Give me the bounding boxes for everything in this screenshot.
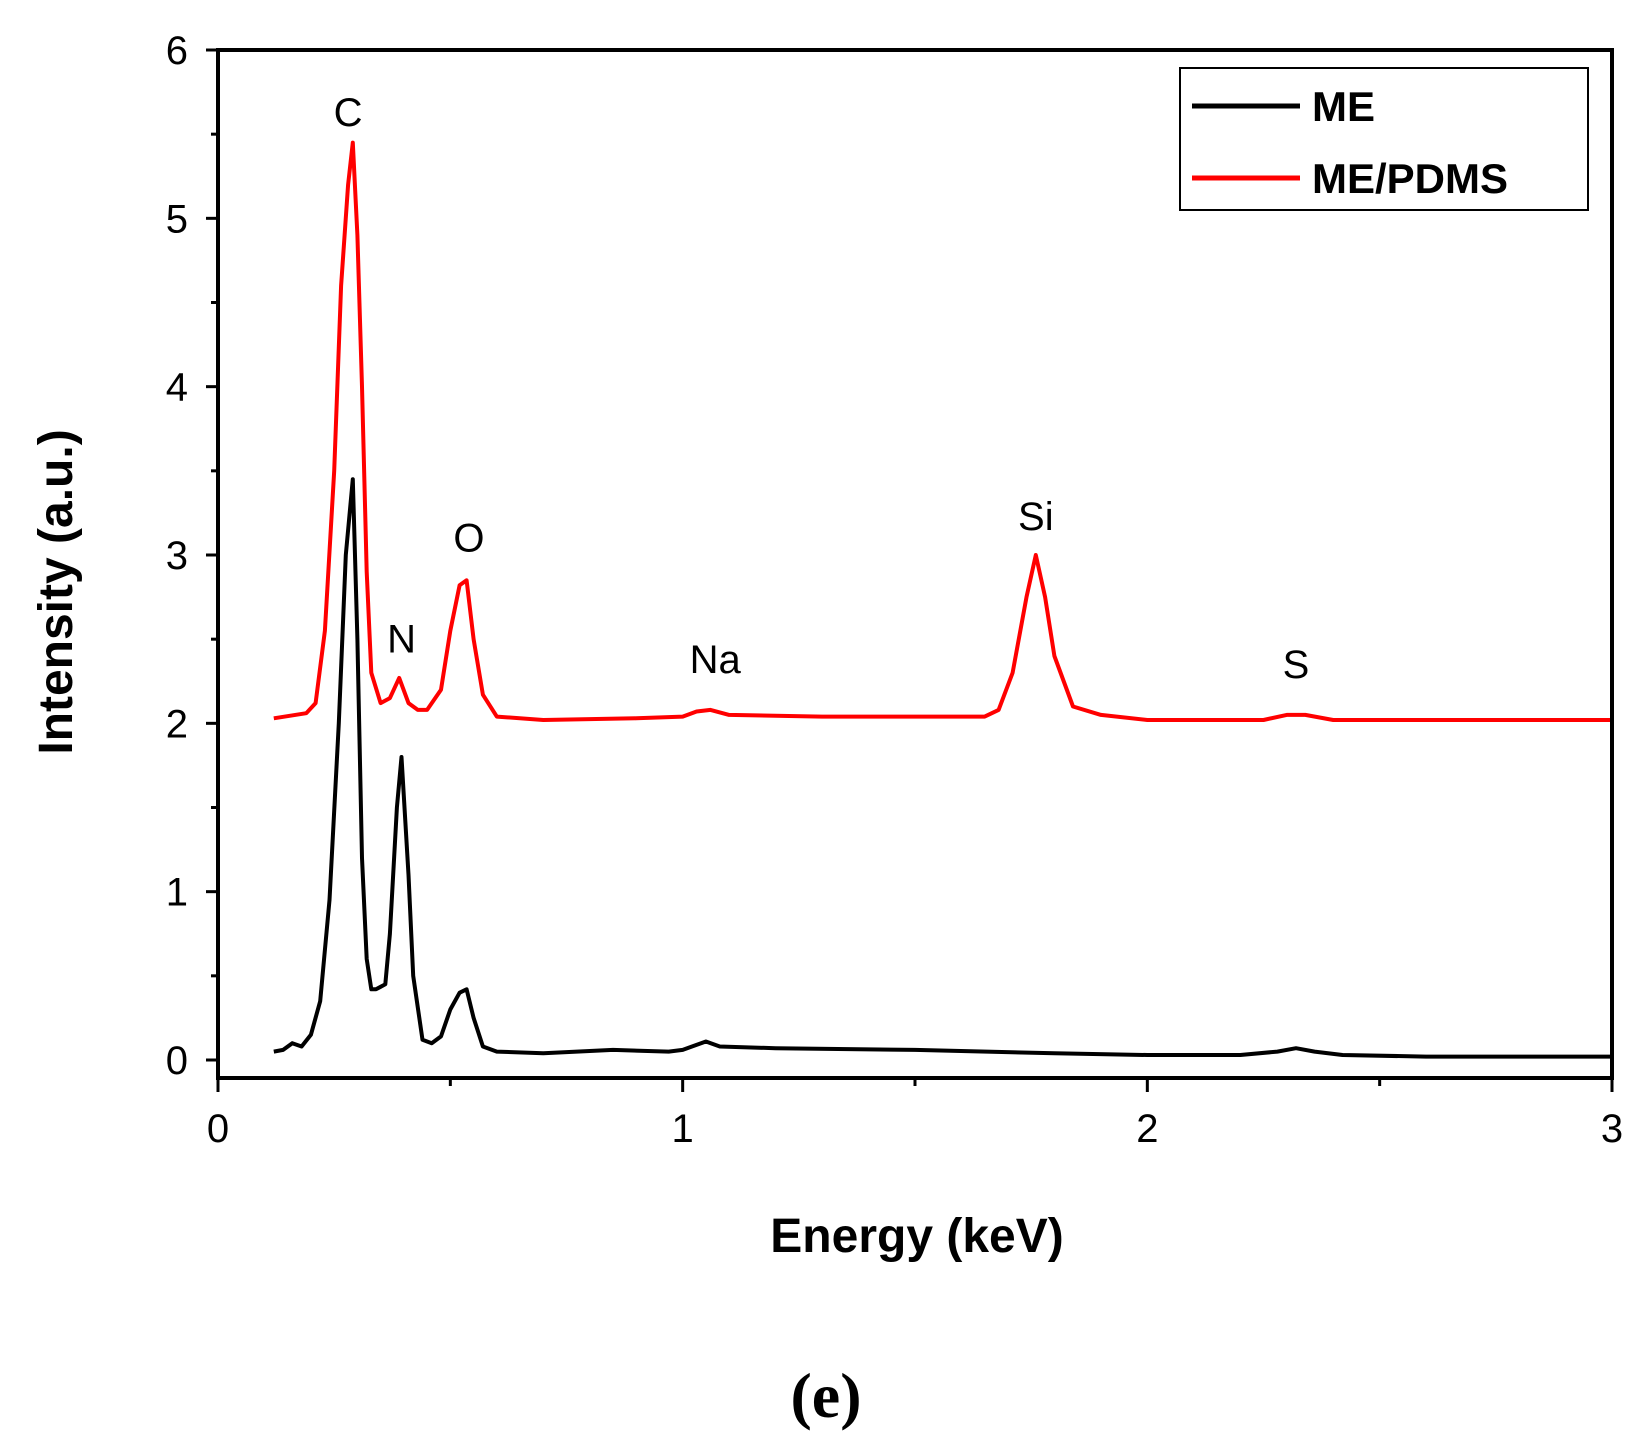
y-tick-label: 2 (166, 702, 188, 746)
x-axis-title: Energy (keV) (770, 1210, 1063, 1263)
axes: 0 1 2 3 4 5 6 0 1 2 3 (166, 29, 1623, 1151)
y-tick-label: 3 (166, 534, 188, 578)
peak-label-n: N (387, 618, 416, 662)
y-tick-label: 1 (166, 871, 188, 915)
y-tick-label: 6 (166, 29, 188, 73)
peak-label-s: S (1283, 643, 1310, 687)
series-line-me (273, 477, 1612, 1059)
y-tick-label: 4 (166, 366, 188, 410)
legend: ME ME/PDMS (1179, 67, 1589, 211)
y-tick-label: 0 (166, 1039, 188, 1083)
x-tick-label: 3 (1601, 1107, 1623, 1151)
peak-labels: C N O Na Si S (334, 91, 1310, 687)
x-tick-label: 0 (207, 1107, 229, 1151)
legend-label: ME/PDMS (1312, 155, 1508, 202)
series-line-me-pdms (273, 140, 1612, 722)
legend-label: ME (1312, 83, 1375, 130)
peak-label-na: Na (690, 638, 742, 682)
y-tick-label: 5 (166, 197, 188, 241)
x-tick-label: 2 (1136, 1107, 1158, 1151)
series-layer (273, 140, 1612, 1059)
peak-label-c: C (334, 91, 363, 135)
panel-label: (e) (790, 1360, 861, 1431)
y-axis-title: Intensity (a.u.) (30, 429, 83, 754)
legend-box (1179, 67, 1589, 211)
x-tick-label: 1 (672, 1107, 694, 1151)
peak-label-si: Si (1018, 495, 1054, 539)
peak-label-o: O (453, 517, 484, 561)
